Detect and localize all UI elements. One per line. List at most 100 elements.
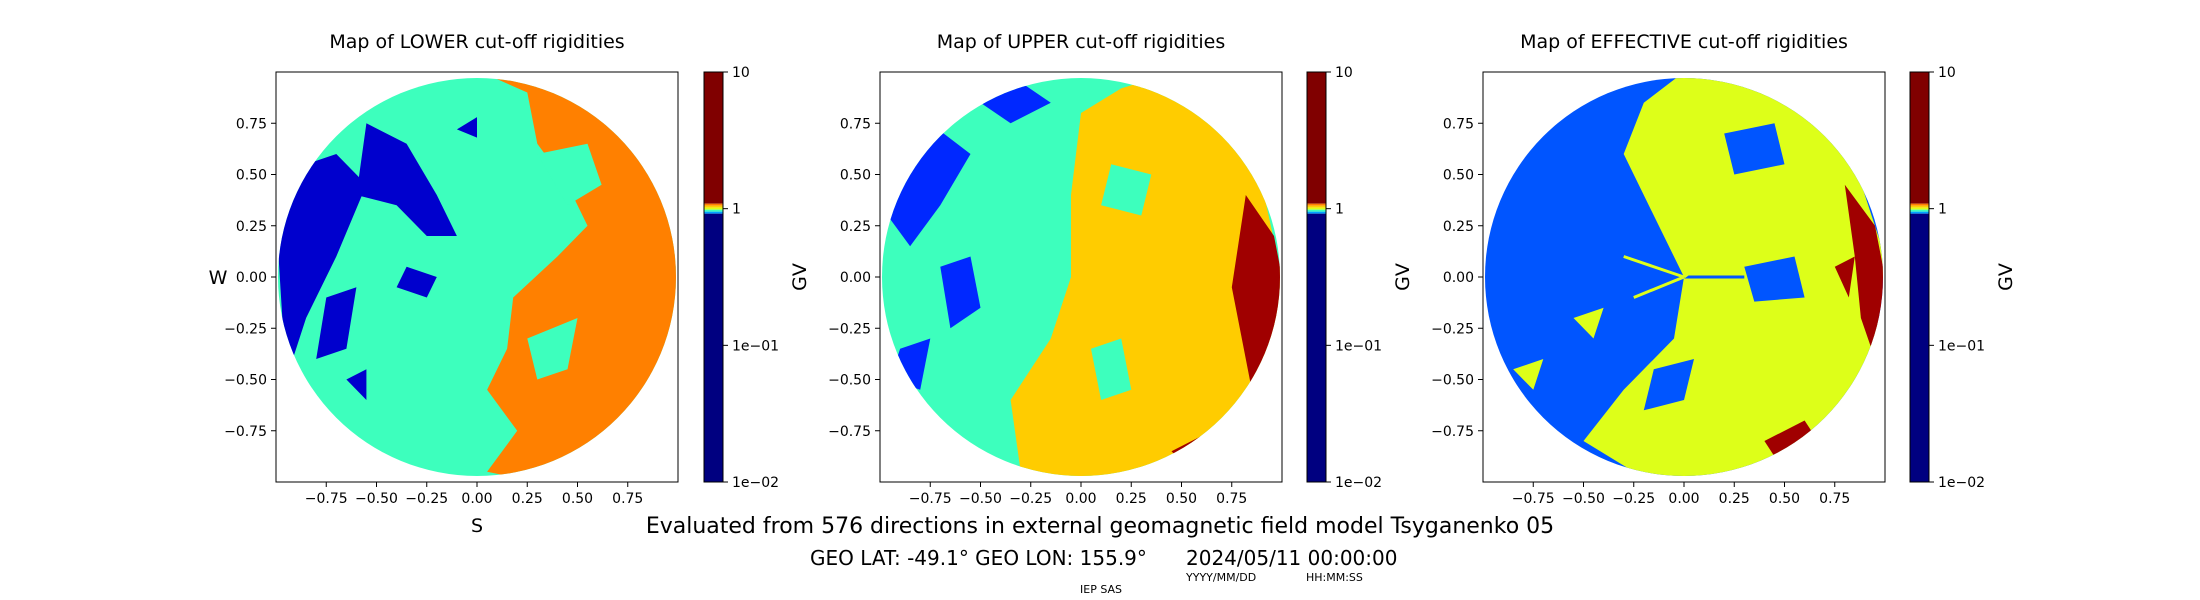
y-tick-label: −0.50 — [224, 373, 267, 389]
y-tick-label: 0.00 — [1443, 270, 1474, 286]
y-tick-label: −0.50 — [1431, 373, 1474, 389]
x-tick-label: 0.75 — [1819, 491, 1850, 507]
x-tick-label: 0.00 — [461, 491, 492, 507]
chart-title: Map of UPPER cut-off rigidities — [937, 31, 1226, 53]
y-tick-label: 0.25 — [840, 219, 871, 235]
colorbar-stripe — [1910, 209, 1929, 212]
colorbar-stripe — [704, 205, 723, 208]
figure-caption: Evaluated from 576 directions in externa… — [645, 514, 1555, 539]
colorbar-tick-label: 1 — [1938, 202, 1947, 218]
colorbar-tick-label: 1e−01 — [1938, 338, 1985, 354]
colorbar-stripe — [1307, 207, 1326, 210]
rigidity-region-2 — [537, 143, 602, 206]
colorbar-tick-label: 1 — [1335, 202, 1344, 218]
radial-spike — [1683, 245, 1726, 279]
rigidity-region-3 — [527, 318, 578, 380]
colorbar-tick-label: 1 — [732, 202, 741, 218]
x-tick-label: −0.50 — [959, 491, 1002, 507]
colorbar-stripe — [704, 203, 723, 206]
radial-spike — [1633, 275, 1685, 299]
chart-title: Map of EFFECTIVE cut-off rigidities — [1520, 31, 1848, 53]
rigidity-region-9 — [346, 369, 367, 400]
rigidity-region-4 — [278, 154, 367, 380]
x-axis-label: S — [471, 515, 483, 537]
colorbar-segment-high — [1307, 72, 1326, 204]
colorbar-frame — [1909, 71, 1930, 483]
y-tick-label: −0.25 — [224, 321, 267, 337]
rigidity-region-7 — [980, 82, 1051, 124]
rigidity-region-6 — [316, 287, 357, 359]
colorbar-stripe — [704, 211, 723, 214]
colorbar-tick-label: 10 — [1335, 65, 1353, 81]
colorbar: 10 1 1e−01 1e−02 GV — [1306, 65, 1414, 491]
x-tick-label: 0.50 — [1769, 491, 1800, 507]
rigidity-region-5 — [356, 123, 457, 236]
rigidity-region-3 — [1744, 256, 1805, 302]
x-tick-label: 0.75 — [1216, 491, 1247, 507]
x-tick-label: −0.75 — [909, 491, 952, 507]
x-tick-label: 0.75 — [612, 491, 643, 507]
colorbar-stripe — [1910, 211, 1929, 214]
geo-coordinates: GEO LAT: -49.1° GEO LON: 155.9° — [810, 546, 1147, 570]
y-tick-label: 0.25 — [1443, 219, 1474, 235]
colorbar-label: GV — [1392, 263, 1414, 291]
x-tick-label: 0.25 — [512, 491, 543, 507]
colorbar-stripe — [704, 207, 723, 210]
rigidity-region-2 — [1724, 123, 1785, 175]
colorbar-stripe — [1910, 205, 1929, 208]
y-tick-label: −0.75 — [828, 424, 871, 440]
colorbar-tick-label: 1e−01 — [1335, 338, 1382, 354]
colorbar-tick-label: 10 — [1938, 65, 1956, 81]
colorbar-stripe — [1307, 211, 1326, 214]
rigidity-region-5 — [1844, 184, 1883, 359]
rigidity-region-8 — [940, 256, 981, 329]
rigidity-region-1 — [481, 78, 676, 476]
colorbar-stripe — [704, 209, 723, 212]
colorbar-label: GV — [789, 263, 811, 291]
rigidity-region-7 — [1834, 256, 1855, 298]
date-time: 2024/05/11 00:00:00 — [1186, 546, 1398, 570]
colorbar-stripe — [1307, 205, 1326, 208]
colorbar-tick-label: 1e−02 — [1938, 475, 1985, 491]
rigidity-region-4 — [1101, 164, 1152, 216]
rigidity-regions — [278, 78, 676, 476]
colorbar: 10 1 1e−01 1e−02 GV — [1909, 65, 2017, 491]
y-tick-label: 0.50 — [236, 168, 267, 184]
y-tick-label: 0.00 — [236, 270, 267, 286]
y-tick-label: 0.50 — [1443, 168, 1474, 184]
colorbar-tick-label: 1e−02 — [732, 475, 779, 491]
credit-label: IEP SAS — [1080, 583, 1123, 596]
rigidity-region-9 — [1573, 307, 1604, 339]
colorbar-segment-high — [704, 72, 723, 204]
y-tick-label: 0.25 — [236, 219, 267, 235]
time-format-hint: HH:MM:SS — [1306, 571, 1363, 584]
x-tick-label: −0.75 — [305, 491, 348, 507]
y-tick-label: 0.75 — [840, 116, 871, 132]
colorbar-tick-label: 1e−01 — [732, 338, 779, 354]
colorbar-segment-low — [1307, 213, 1326, 482]
chart-panel-2: −0.75 −0.75 −0.50 −0.50 −0.25 −0.25 0.00 0.00 0.… — [828, 31, 1414, 507]
y-axis-label: W — [209, 267, 228, 289]
y-tick-label: −0.25 — [828, 321, 871, 337]
rigidity-region-8 — [1513, 359, 1544, 390]
chart-panel-1: −0.75 −0.75 −0.50 −0.50 −0.25 −0.25 0.00 0.00 0.… — [209, 31, 811, 537]
y-tick-label: −0.75 — [224, 424, 267, 440]
colorbar-segment-low — [1910, 213, 1929, 482]
colorbar-stripe — [1910, 207, 1929, 210]
y-tick-label: −0.50 — [828, 373, 871, 389]
rigidity-region-4 — [1643, 359, 1694, 411]
y-tick-label: 0.75 — [236, 116, 267, 132]
colorbar-stripe — [1307, 209, 1326, 212]
colorbar-stripe — [1307, 203, 1326, 206]
x-tick-label: −0.25 — [1009, 491, 1052, 507]
rigidity-region-8 — [456, 117, 477, 138]
colorbar-segment-high — [1910, 72, 1929, 204]
x-tick-label: −0.75 — [1512, 491, 1555, 507]
y-tick-label: −0.75 — [1431, 424, 1474, 440]
chart-title: Map of LOWER cut-off rigidities — [329, 31, 624, 53]
x-tick-label: −0.50 — [1562, 491, 1605, 507]
x-tick-label: 0.25 — [1116, 491, 1147, 507]
y-tick-label: 0.50 — [840, 168, 871, 184]
x-tick-label: −0.25 — [1612, 491, 1655, 507]
